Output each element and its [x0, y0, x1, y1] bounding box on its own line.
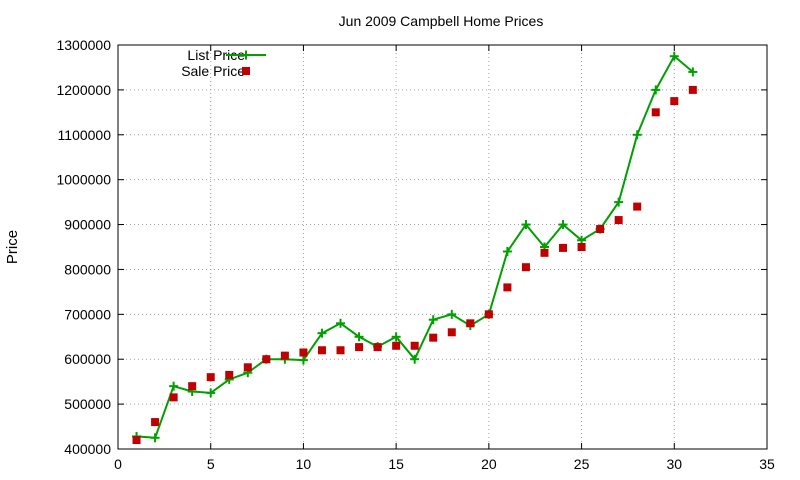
x-tick-label: 0 — [114, 456, 122, 472]
y-tick-label: 800000 — [64, 261, 111, 277]
sale-price-point — [280, 351, 289, 360]
list-price-point — [669, 51, 679, 61]
plot-frame — [117, 44, 768, 450]
sale-price-point — [243, 363, 252, 372]
y-tick-label: 700000 — [64, 306, 111, 322]
sale-price-point — [151, 418, 160, 427]
list-price-point — [521, 220, 531, 230]
sale-price-point — [670, 97, 679, 106]
sale-price-point — [299, 348, 308, 357]
sale-price-point — [540, 248, 549, 257]
y-tick-label: 1100000 — [58, 127, 112, 143]
x-tick-label: 25 — [574, 456, 590, 472]
legend-square-marker — [242, 67, 250, 75]
sale-price-point — [169, 393, 178, 402]
x-tick-label: 5 — [207, 456, 215, 472]
list-price-point — [391, 332, 401, 342]
sale-price-point — [596, 225, 605, 234]
x-tick-label: 35 — [759, 456, 775, 472]
sale-price-point — [392, 341, 401, 350]
list-price-point — [558, 220, 568, 230]
sale-price-point — [355, 343, 364, 352]
sale-price-point — [633, 202, 642, 211]
list-price-point — [447, 309, 457, 319]
sale-price-point — [317, 346, 326, 355]
list-price-point — [317, 328, 327, 338]
list-price-point — [354, 332, 364, 342]
legend-label: List Price — [187, 47, 245, 63]
list-price-point — [614, 197, 624, 207]
sale-price-point — [688, 85, 697, 94]
list-price-point — [336, 318, 346, 328]
y-tick-label: 1200000 — [56, 82, 111, 98]
sale-price-point — [466, 319, 475, 328]
x-tick-label: 15 — [388, 456, 404, 472]
sale-price-point — [484, 310, 493, 319]
sale-price-point — [373, 343, 382, 352]
y-axis-label: Price — [4, 230, 21, 264]
sale-price-point — [651, 108, 660, 117]
x-tick-label: 10 — [296, 456, 312, 472]
sale-price-point — [225, 370, 234, 379]
list-price-point — [502, 246, 512, 256]
series-group — [132, 51, 698, 445]
sale-price-point — [336, 346, 345, 355]
list-price-point — [410, 354, 420, 364]
list-price-point — [428, 315, 438, 325]
list-price-point — [169, 381, 179, 391]
sale-price-point — [132, 436, 141, 445]
y-tick-label: 1300000 — [56, 37, 111, 53]
axis-ticks: 0 5 10 15 20 25 30 35 400000 500000 600000 700000 80… — [56, 37, 775, 472]
list-price-point — [688, 67, 698, 77]
sale-price-point — [559, 243, 568, 252]
list-price-point — [150, 433, 160, 443]
legend-plus-marker — [241, 50, 251, 60]
list-price-point — [632, 130, 642, 140]
y-tick-label: 400000 — [64, 441, 111, 457]
chart-title: Jun 2009 Campbell Home Prices — [339, 13, 544, 29]
list-price-point — [298, 355, 308, 365]
sale-price-point — [188, 382, 197, 391]
sale-price-point — [614, 216, 623, 225]
sale-price-point — [206, 373, 215, 382]
sale-price-point — [447, 328, 456, 337]
y-tick-label: 900000 — [64, 217, 111, 233]
sale-price-point — [410, 341, 419, 350]
list-price-line — [136, 55, 694, 439]
x-tick-label: 20 — [481, 456, 497, 472]
y-tick-label: 500000 — [64, 396, 111, 412]
sale-price-point — [503, 283, 512, 292]
list-price-point — [651, 85, 661, 95]
sale-price-point — [577, 243, 586, 251]
legend-label: Sale Price — [181, 63, 245, 79]
sale-price-point — [521, 263, 530, 272]
sale-price-point — [429, 333, 438, 342]
sale-price-point — [262, 355, 271, 364]
y-tick-label: 600000 — [64, 351, 111, 367]
x-tick-label: 30 — [666, 456, 682, 472]
y-tick-label: 1000000 — [56, 172, 111, 188]
list-price-point — [206, 388, 216, 398]
